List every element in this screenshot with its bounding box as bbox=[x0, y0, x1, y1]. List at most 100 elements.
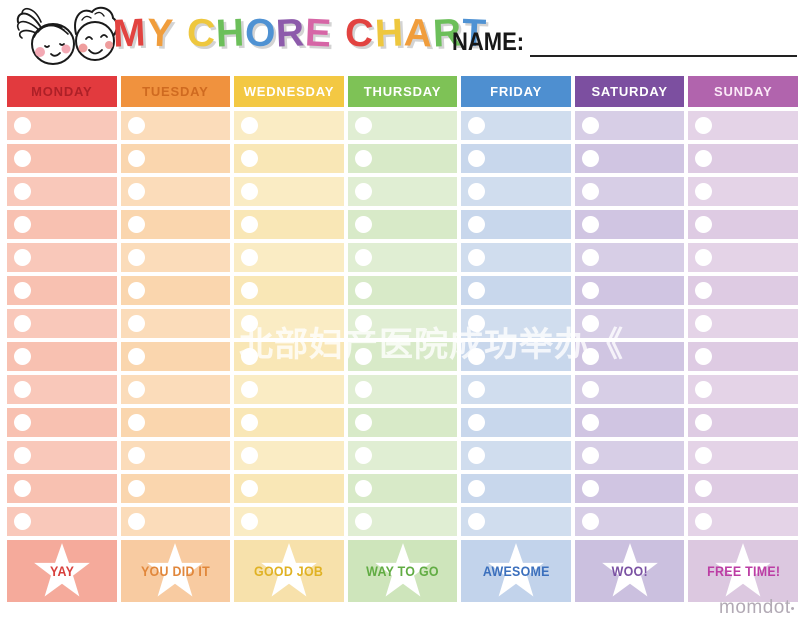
chore-cell[interactable] bbox=[7, 210, 117, 239]
chore-checkbox[interactable] bbox=[468, 150, 486, 167]
chore-cell[interactable] bbox=[574, 474, 685, 503]
chore-checkbox[interactable] bbox=[695, 315, 713, 332]
chore-checkbox[interactable] bbox=[581, 216, 599, 233]
chore-cell[interactable] bbox=[574, 243, 685, 272]
chore-checkbox[interactable] bbox=[127, 117, 145, 134]
chore-cell[interactable] bbox=[234, 210, 344, 239]
chore-cell[interactable] bbox=[234, 441, 344, 470]
chore-checkbox[interactable] bbox=[354, 381, 372, 398]
chore-checkbox[interactable] bbox=[241, 282, 259, 299]
chore-checkbox[interactable] bbox=[468, 381, 486, 398]
chore-checkbox[interactable] bbox=[241, 183, 259, 200]
chore-cell[interactable] bbox=[574, 507, 685, 536]
chore-checkbox[interactable] bbox=[14, 117, 31, 134]
chore-cell[interactable] bbox=[461, 111, 571, 140]
chore-cell[interactable] bbox=[688, 210, 799, 239]
chore-cell[interactable] bbox=[574, 276, 685, 305]
chore-cell[interactable] bbox=[120, 408, 231, 437]
chore-cell[interactable] bbox=[347, 243, 458, 272]
chore-cell[interactable] bbox=[461, 507, 571, 536]
chore-checkbox[interactable] bbox=[241, 315, 259, 332]
name-input-line[interactable] bbox=[529, 29, 797, 57]
chore-cell[interactable] bbox=[347, 441, 458, 470]
chore-checkbox[interactable] bbox=[695, 480, 713, 497]
chore-cell[interactable] bbox=[120, 243, 231, 272]
chore-checkbox[interactable] bbox=[695, 381, 713, 398]
chore-checkbox[interactable] bbox=[241, 249, 259, 266]
chore-cell[interactable] bbox=[347, 309, 458, 338]
chore-checkbox[interactable] bbox=[581, 480, 599, 497]
chore-checkbox[interactable] bbox=[354, 315, 372, 332]
chore-cell[interactable] bbox=[7, 177, 117, 206]
chore-checkbox[interactable] bbox=[354, 348, 372, 365]
chore-checkbox[interactable] bbox=[241, 117, 259, 134]
chore-checkbox[interactable] bbox=[468, 447, 486, 464]
chore-cell[interactable] bbox=[120, 309, 231, 338]
chore-checkbox[interactable] bbox=[354, 183, 372, 200]
chore-checkbox[interactable] bbox=[695, 183, 713, 200]
chore-cell[interactable] bbox=[347, 144, 458, 173]
chore-checkbox[interactable] bbox=[354, 414, 372, 431]
chore-checkbox[interactable] bbox=[468, 480, 486, 497]
chore-checkbox[interactable] bbox=[695, 216, 713, 233]
chore-checkbox[interactable] bbox=[127, 282, 145, 299]
chore-checkbox[interactable] bbox=[14, 513, 31, 530]
chore-checkbox[interactable] bbox=[14, 183, 31, 200]
chore-checkbox[interactable] bbox=[695, 117, 713, 134]
chore-cell[interactable] bbox=[7, 408, 117, 437]
chore-cell[interactable] bbox=[688, 177, 799, 206]
chore-cell[interactable] bbox=[7, 243, 117, 272]
chore-cell[interactable] bbox=[461, 210, 571, 239]
chore-checkbox[interactable] bbox=[581, 282, 599, 299]
chore-checkbox[interactable] bbox=[354, 150, 372, 167]
chore-checkbox[interactable] bbox=[241, 513, 259, 530]
chore-cell[interactable] bbox=[234, 342, 344, 371]
chore-cell[interactable] bbox=[574, 375, 685, 404]
chore-cell[interactable] bbox=[234, 111, 344, 140]
chore-cell[interactable] bbox=[688, 408, 799, 437]
chore-checkbox[interactable] bbox=[581, 150, 599, 167]
chore-checkbox[interactable] bbox=[14, 480, 31, 497]
chore-checkbox[interactable] bbox=[127, 348, 145, 365]
chore-checkbox[interactable] bbox=[14, 282, 31, 299]
chore-cell[interactable] bbox=[7, 441, 117, 470]
chore-checkbox[interactable] bbox=[127, 150, 145, 167]
chore-checkbox[interactable] bbox=[354, 447, 372, 464]
chore-cell[interactable] bbox=[234, 177, 344, 206]
chore-checkbox[interactable] bbox=[468, 282, 486, 299]
chore-cell[interactable] bbox=[461, 441, 571, 470]
chore-checkbox[interactable] bbox=[581, 315, 599, 332]
chore-cell[interactable] bbox=[7, 144, 117, 173]
chore-cell[interactable] bbox=[120, 210, 231, 239]
chore-cell[interactable] bbox=[461, 375, 571, 404]
chore-checkbox[interactable] bbox=[468, 315, 486, 332]
chore-cell[interactable] bbox=[461, 342, 571, 371]
chore-checkbox[interactable] bbox=[354, 282, 372, 299]
chore-cell[interactable] bbox=[347, 408, 458, 437]
chore-cell[interactable] bbox=[461, 243, 571, 272]
chore-cell[interactable] bbox=[688, 144, 799, 173]
chore-cell[interactable] bbox=[7, 276, 117, 305]
chore-cell[interactable] bbox=[688, 276, 799, 305]
chore-checkbox[interactable] bbox=[581, 381, 599, 398]
chore-checkbox[interactable] bbox=[241, 480, 259, 497]
chore-checkbox[interactable] bbox=[14, 381, 31, 398]
chore-checkbox[interactable] bbox=[581, 183, 599, 200]
chore-cell[interactable] bbox=[120, 111, 231, 140]
chore-cell[interactable] bbox=[7, 309, 117, 338]
chore-cell[interactable] bbox=[688, 441, 799, 470]
chore-checkbox[interactable] bbox=[695, 513, 713, 530]
chore-cell[interactable] bbox=[347, 276, 458, 305]
chore-checkbox[interactable] bbox=[468, 348, 486, 365]
chore-cell[interactable] bbox=[234, 375, 344, 404]
chore-checkbox[interactable] bbox=[241, 381, 259, 398]
chore-cell[interactable] bbox=[574, 408, 685, 437]
chore-checkbox[interactable] bbox=[241, 447, 259, 464]
chore-cell[interactable] bbox=[347, 210, 458, 239]
chore-cell[interactable] bbox=[347, 507, 458, 536]
chore-checkbox[interactable] bbox=[354, 117, 372, 134]
chore-checkbox[interactable] bbox=[468, 117, 486, 134]
chore-checkbox[interactable] bbox=[354, 216, 372, 233]
chore-checkbox[interactable] bbox=[241, 216, 259, 233]
chore-cell[interactable] bbox=[688, 111, 799, 140]
